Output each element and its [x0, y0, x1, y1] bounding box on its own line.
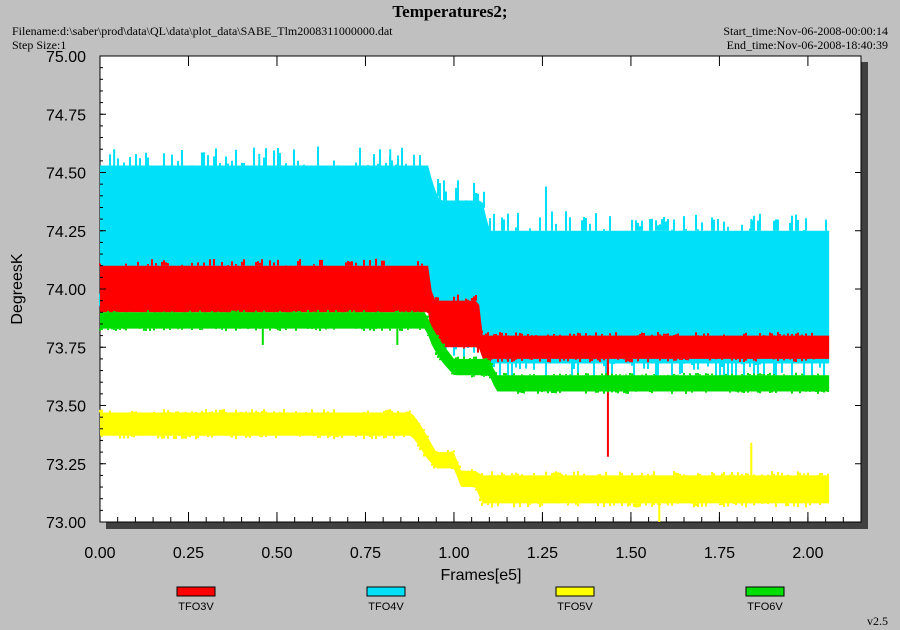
y-tick-label: 74.50	[46, 166, 86, 183]
legend-item-tfo3v: TFO3V	[176, 586, 216, 613]
version-label: v2.5	[867, 614, 888, 628]
series-band	[100, 165, 830, 364]
legend-label: TFO6V	[747, 601, 783, 613]
y-tick-label: 73.00	[46, 515, 86, 532]
legend-label: TFO3V	[178, 601, 214, 613]
y-axis-label: DegreesK	[9, 253, 26, 324]
y-tick-label: 73.50	[46, 399, 86, 416]
series-noise	[99, 409, 829, 508]
legend-item-tfo4v: TFO4V	[366, 586, 406, 613]
y-tick-label: 73.25	[46, 457, 86, 474]
y-tick-label: 75.00	[46, 49, 86, 66]
y-tick-label: 74.25	[46, 224, 86, 241]
x-tick-label: 0.25	[173, 545, 204, 562]
x-tick-label: 1.25	[527, 545, 558, 562]
x-tick-label: 1.50	[615, 545, 646, 562]
series-tfo6v	[99, 309, 830, 394]
x-axis-label: Frames[e5]	[441, 567, 522, 584]
legend-swatch	[555, 586, 595, 597]
y-tick-label: 74.00	[46, 282, 86, 299]
series-tfo5v	[99, 409, 830, 522]
x-tick-label: 0.00	[84, 545, 115, 562]
legend-swatch	[176, 586, 216, 597]
legend-swatch	[366, 586, 406, 597]
step-size-label: Step Size:1	[12, 38, 67, 52]
x-tick-label: 2.00	[792, 545, 823, 562]
chart-title: Temperatures2;	[392, 2, 508, 21]
x-tick-label: 0.75	[350, 545, 381, 562]
y-tick-label: 73.75	[46, 340, 86, 357]
filename-label: Filename:d:\saber\prod\data\QL\data\plot…	[12, 24, 393, 38]
y-tick-label: 74.75	[46, 107, 86, 124]
series-band	[100, 265, 830, 359]
legend-item-tfo6v: TFO6V	[745, 586, 785, 613]
legend-label: TFO4V	[368, 601, 404, 613]
x-tick-label: 0.50	[261, 545, 292, 562]
legend-label: TFO5V	[557, 601, 593, 613]
start-time-label: Start_time:Nov-06-2008-00:00:14	[723, 24, 888, 38]
series-band	[100, 312, 830, 392]
legend-swatch	[745, 586, 785, 597]
x-tick-label: 1.75	[704, 545, 735, 562]
x-tick-label: 1.00	[438, 545, 469, 562]
series-band	[100, 412, 830, 504]
legend-item-tfo5v: TFO5V	[555, 586, 595, 613]
series-noise	[99, 309, 829, 394]
end-time-label: End_time:Nov-06-2008-18:40:39	[726, 38, 888, 52]
